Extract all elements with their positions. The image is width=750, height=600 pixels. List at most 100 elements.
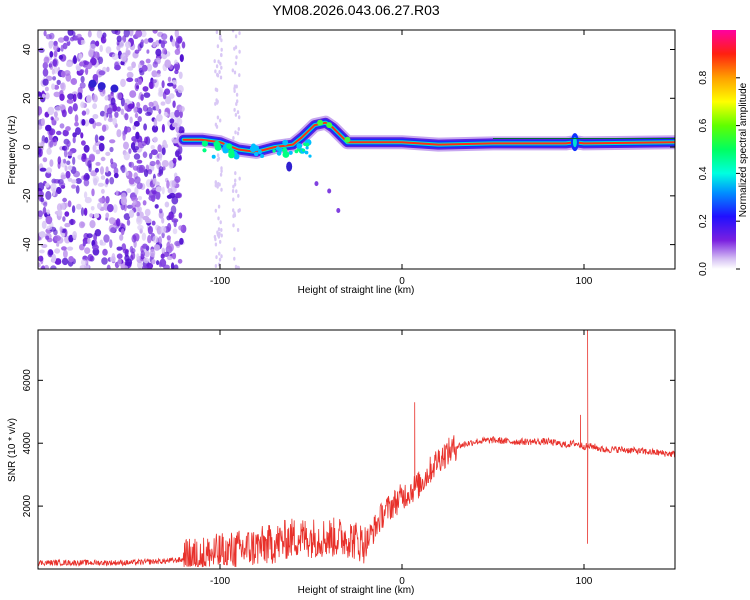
- noise-blob: [154, 73, 161, 78]
- noise-blob: [48, 40, 55, 47]
- noise-blob: [92, 244, 99, 251]
- noise-blob: [67, 200, 72, 208]
- noise-blob: [103, 234, 110, 243]
- noise-blob: [169, 118, 175, 124]
- noise-blob: [136, 182, 143, 190]
- noise-blob: [173, 264, 179, 269]
- noise-blob: [38, 124, 43, 130]
- noise-blob: [111, 53, 119, 60]
- noise-blob: [43, 264, 50, 269]
- noise-blob: [83, 174, 87, 181]
- noise-blob: [152, 41, 157, 48]
- noise-blob: [123, 141, 129, 150]
- noise-blob: [178, 225, 184, 231]
- noise-blob: [151, 79, 157, 84]
- colorbar-tick-label: 0.6: [698, 118, 709, 132]
- noise-blob: [136, 164, 143, 174]
- noise-blob: [60, 82, 65, 90]
- noise-blob: [214, 122, 218, 127]
- colorbar-gradient: [712, 30, 736, 269]
- noise-blob: [51, 83, 56, 90]
- noise-blob: [100, 36, 107, 44]
- ridge-node: [254, 151, 259, 157]
- colorbar-label: Normalized spectral amplitude: [738, 82, 749, 217]
- noise-blob: [122, 248, 130, 254]
- noise-blob: [236, 131, 240, 136]
- noise-blob: [181, 41, 186, 49]
- noise-blob: [63, 35, 69, 42]
- noise-blob: [57, 156, 62, 165]
- noise-blob: [85, 67, 89, 76]
- noise-blob: [156, 260, 160, 266]
- noise-blob: [116, 45, 121, 51]
- noise-blob: [134, 186, 139, 196]
- noise-blob: [106, 107, 113, 115]
- noise-blob: [46, 147, 52, 155]
- noise-blob: [105, 166, 109, 173]
- noise-blob: [75, 65, 81, 72]
- noise-blob: [166, 255, 173, 261]
- noise-blob: [42, 93, 46, 99]
- noise-blob: [141, 64, 148, 72]
- noise-blob: [47, 106, 55, 116]
- noise-blob: [106, 66, 110, 73]
- noise-blob: [159, 208, 163, 214]
- noise-blob: [216, 73, 220, 78]
- noise-blob: [174, 48, 181, 56]
- noise-blob: [52, 58, 59, 67]
- noise-blob: [100, 175, 106, 180]
- noise-blob: [67, 30, 74, 36]
- noise-blob: [129, 245, 134, 254]
- noise-blob: [234, 130, 237, 135]
- noise-blob: [124, 125, 128, 135]
- snr-axes: -100 0 100 2000 4000 6000: [22, 330, 675, 587]
- noise-blob: [236, 228, 240, 232]
- noise-blob: [136, 211, 140, 217]
- noise-blob: [59, 104, 66, 111]
- noise-blob: [49, 141, 54, 148]
- noise-blob: [215, 64, 219, 69]
- noise-blob: [112, 105, 118, 112]
- noise-blob: [168, 160, 174, 169]
- noise-blob: [72, 156, 76, 165]
- noise-blob: [111, 30, 119, 35]
- noise-blob: [89, 154, 95, 162]
- noise-blob: [142, 151, 148, 158]
- colorbar-tick-label: 0.8: [698, 70, 709, 84]
- noise-blob: [134, 176, 141, 184]
- noise-blob: [59, 93, 65, 102]
- noise-blob: [164, 201, 170, 208]
- noise-blob: [128, 30, 134, 37]
- noise-blob: [160, 253, 165, 259]
- noise-blob: [172, 228, 178, 235]
- noise-blob: [45, 92, 50, 100]
- noise-blob: [116, 35, 122, 43]
- figure-title: YM08.2026.043.06.27.R03: [272, 2, 440, 18]
- noise-blob: [61, 232, 65, 238]
- noise-blob: [166, 180, 170, 189]
- noise-blob: [124, 102, 128, 111]
- noise-blob: [113, 167, 119, 175]
- noise-blob: [156, 113, 163, 122]
- noise-blob: [94, 229, 102, 237]
- noise-blob: [78, 39, 82, 45]
- noise-blob: [106, 204, 114, 213]
- noise-blob: [80, 101, 85, 109]
- ridge-node: [257, 149, 263, 155]
- noise-blob: [52, 76, 57, 81]
- noise-blob: [233, 182, 237, 187]
- noise-blob: [65, 126, 71, 132]
- noise-blob: [116, 253, 123, 259]
- noise-blob: [51, 68, 55, 75]
- noise-blob: [147, 225, 153, 235]
- noise-blob: [45, 167, 53, 174]
- noise-blob: [236, 110, 240, 115]
- noise-blob: [81, 119, 86, 126]
- noise-blob: [126, 219, 131, 226]
- noise-blob: [155, 104, 160, 112]
- noise-blob: [39, 249, 45, 254]
- noise-blob: [161, 247, 165, 253]
- colorbar-tick-label: 0.4: [698, 166, 709, 180]
- noise-blob: [80, 39, 86, 45]
